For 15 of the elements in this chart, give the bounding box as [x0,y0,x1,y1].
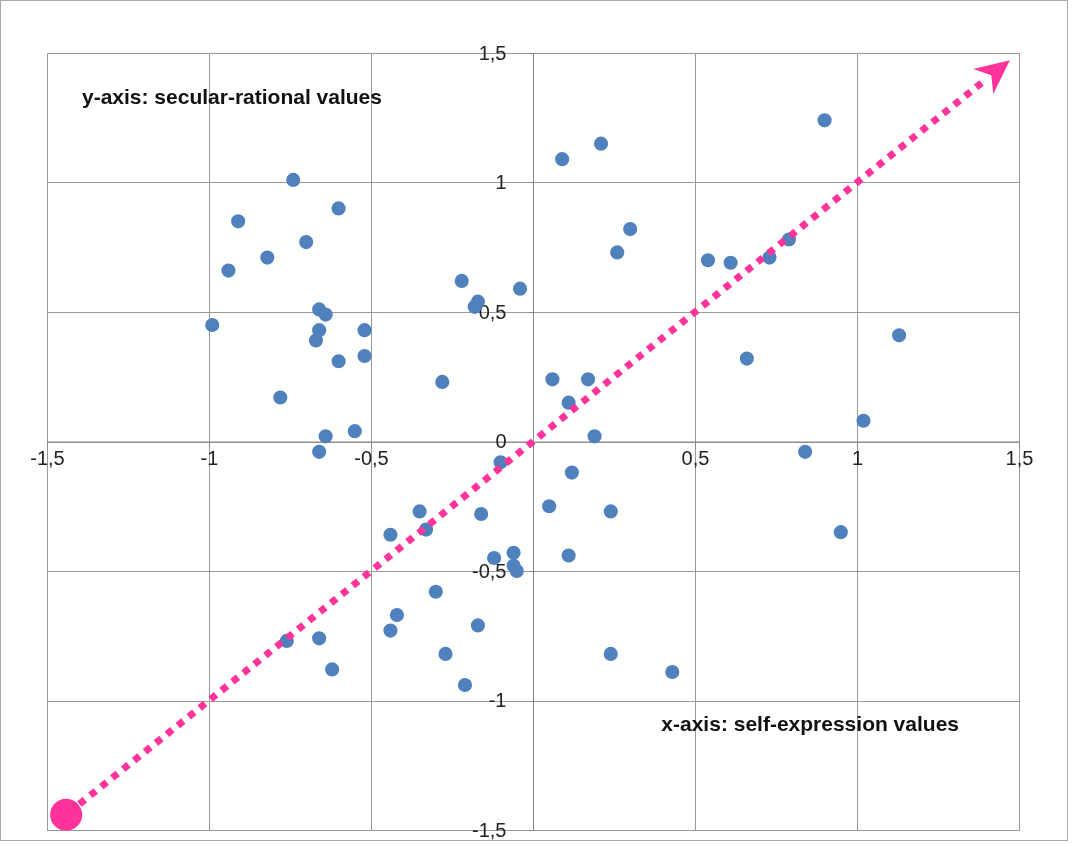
x-tick-label: -1 [200,447,219,469]
y-tick-label: -1,5 [472,818,507,841]
y-tick-label: 0 [495,430,507,452]
y-tick-label: 1 [495,171,507,193]
y-tick-label: 1,5 [478,41,507,64]
x-tick-label: -1,5 [30,447,65,469]
y-tick-label: -0,5 [472,559,507,582]
y-tick-label: 0,5 [478,300,507,323]
x-tick-label: 0,5 [681,447,710,469]
annotation: y-axis: secular-rational values [82,85,382,108]
annotation: x-axis: self-expression values [661,712,959,735]
x-tick-label: -0,5 [354,447,389,469]
x-tick-label: 1 [851,447,864,469]
x-tick-label: 1,5 [1005,447,1034,469]
y-tick-label: -1 [488,689,507,711]
